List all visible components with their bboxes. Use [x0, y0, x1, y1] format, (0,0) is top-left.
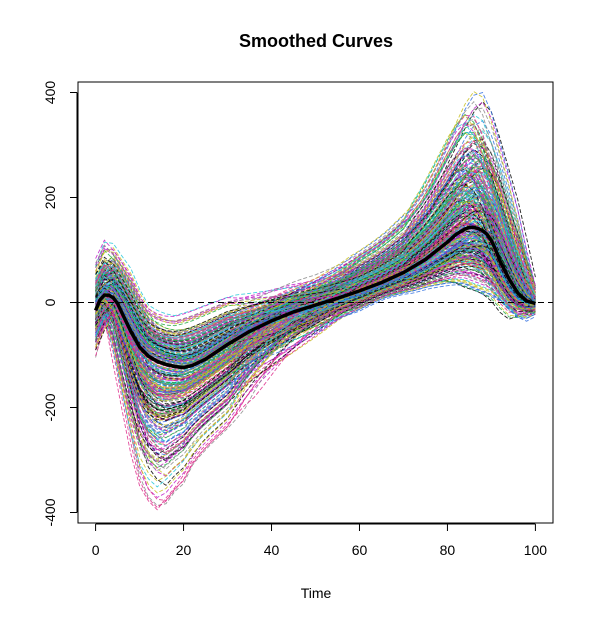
sample-curve: [95, 147, 536, 417]
chart-title: Smoothed Curves: [239, 31, 393, 51]
sample-curve: [95, 142, 536, 415]
sample-curve: [95, 114, 536, 345]
sample-curve: [95, 255, 536, 385]
sample-curve: [95, 101, 536, 361]
sample-curve: [95, 122, 536, 361]
sample-curve: [95, 255, 536, 407]
sample-curve: [95, 277, 536, 432]
sample-curve: [95, 250, 536, 389]
x-tick-label: 0: [92, 542, 100, 558]
x-tick-label: 80: [440, 542, 456, 558]
x-tick-label: 20: [176, 542, 192, 558]
y-tick-label: 400: [42, 81, 58, 105]
sample-curve: [95, 246, 536, 331]
sample-curve: [95, 203, 536, 391]
sample-curves: [95, 90, 536, 511]
sample-curve: [95, 205, 536, 393]
sample-curve: [95, 231, 536, 486]
sample-curve: [95, 147, 536, 349]
sample-curve: [95, 200, 536, 468]
sample-curve: [95, 208, 536, 351]
sample-curve: [95, 266, 536, 460]
sample-curve: [95, 214, 536, 348]
sample-curve: [95, 256, 536, 382]
sample-curve: [95, 221, 536, 389]
x-tick-label: 40: [264, 542, 280, 558]
sample-curve: [95, 269, 536, 413]
y-tick-label: 200: [42, 186, 58, 210]
sample-curve: [95, 212, 536, 435]
sample-curve: [95, 258, 536, 388]
y-tick-label: -200: [42, 393, 58, 421]
sample-curve: [95, 213, 536, 336]
sample-curve: [95, 204, 536, 463]
sample-curve: [95, 282, 536, 408]
sample-curve: [95, 280, 536, 447]
sample-curve: [95, 172, 536, 396]
sample-curve: [95, 239, 536, 317]
sample-curve: [95, 211, 536, 332]
sample-curve: [95, 278, 536, 390]
sample-curve: [95, 278, 536, 380]
sample-curve: [95, 192, 536, 377]
sample-curve: [95, 211, 536, 331]
sample-curve: [95, 159, 536, 447]
sample-curve: [95, 266, 536, 339]
sample-curve: [95, 100, 536, 333]
x-axis-title: Time: [301, 585, 332, 601]
sample-curve: [95, 202, 536, 334]
mean-curve: [93, 225, 536, 370]
sample-curve: [95, 169, 536, 350]
sample-curve: [95, 256, 536, 345]
sample-curve: [95, 200, 536, 402]
sample-curve: [95, 260, 536, 337]
sample-curve: [95, 186, 536, 357]
sample-curve: [95, 186, 536, 442]
sample-curve: [95, 262, 536, 455]
sample-curve: [95, 167, 536, 344]
sample-curve: [95, 189, 536, 349]
sample-curve: [95, 160, 536, 350]
sample-curve: [95, 230, 536, 327]
x-tick-label: 100: [524, 542, 548, 558]
x-axis: 0 20 40 60 80 100: [92, 523, 548, 558]
sample-curve: [95, 258, 536, 421]
sample-curve: [95, 149, 536, 364]
sample-curve: [95, 250, 536, 439]
plot-frame: [77, 81, 554, 524]
y-tick-label: -400: [42, 498, 58, 526]
sample-curve: [95, 140, 536, 340]
sample-curve: [95, 229, 536, 434]
sample-curve: [95, 274, 536, 453]
sample-curve: [95, 254, 536, 418]
y-tick-label: 0: [42, 298, 58, 306]
sample-curve: [95, 135, 536, 363]
x-tick-label: 60: [352, 542, 368, 558]
sample-curve: [95, 231, 536, 386]
sample-curve: [95, 201, 536, 376]
sample-curve: [95, 165, 536, 370]
sample-curve: [95, 236, 536, 392]
sample-curve: [95, 114, 536, 381]
y-axis: -400 -200 0 200 400: [42, 81, 78, 527]
sample-curve: [95, 170, 536, 416]
